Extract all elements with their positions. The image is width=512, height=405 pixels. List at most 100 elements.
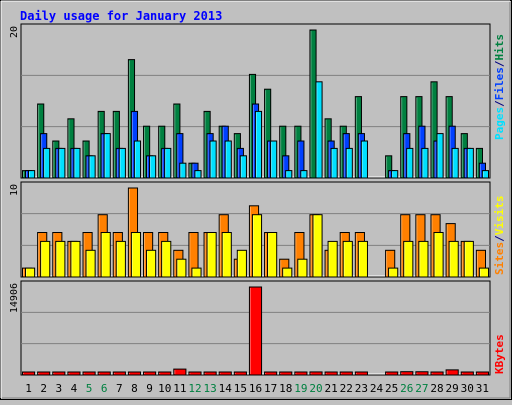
bar-kbytes-day-6	[97, 371, 111, 376]
bar-kbytes-day-1	[22, 371, 36, 376]
bar-pages-day-1	[28, 170, 36, 179]
x-tick-label-23: 23	[355, 382, 368, 395]
bar-sites-day-2	[40, 240, 51, 278]
bar-sites-day-23	[357, 240, 368, 278]
bar-sites-day-1	[25, 267, 36, 278]
bar-sites-day-18	[282, 267, 293, 278]
bar-kbytes-day-30	[460, 371, 474, 376]
bar-pages-day-20	[315, 81, 323, 179]
bar-kbytes-day-28	[430, 371, 444, 376]
legend-label-sites: Sites	[493, 242, 506, 275]
bar-sites-day-29	[448, 240, 459, 278]
bar-pages-day-14	[224, 140, 232, 179]
bar-sites-day-14	[221, 232, 232, 278]
bar-pages-day-9	[149, 155, 157, 179]
bar-pages-day-21	[330, 147, 338, 179]
legend-label-sep: /	[493, 235, 506, 242]
bar-kbytes-day-16	[248, 286, 263, 376]
bar-sites-day-5	[85, 249, 96, 278]
bar-kbytes-day-2	[37, 371, 51, 376]
legend-label-hits: Hits	[493, 34, 506, 61]
bar-sites-day-26	[403, 240, 414, 278]
x-tick-label-22: 22	[340, 382, 353, 395]
bar-kbytes-day-5	[82, 371, 96, 376]
x-tick-label-6: 6	[101, 382, 108, 395]
bar-pages-day-28	[436, 133, 444, 179]
x-tick-label-10: 10	[158, 382, 171, 395]
bar-pages-day-29	[451, 147, 459, 179]
bar-pages-day-10	[164, 147, 172, 179]
bar-pages-day-15	[239, 155, 247, 179]
x-tick-label-27: 27	[415, 382, 428, 395]
legend-label-group: Sites/Visits	[493, 196, 506, 276]
bar-kbytes-day-15	[233, 371, 247, 376]
bar-kbytes-day-11	[173, 368, 187, 376]
x-tick-label-20: 20	[309, 382, 322, 395]
x-tick-label-4: 4	[71, 382, 78, 395]
bar-kbytes-day-25	[385, 371, 399, 376]
bar-pages-day-3	[58, 147, 66, 179]
axis-max-label-hits: 20	[9, 26, 20, 38]
bar-sites-day-22	[342, 240, 353, 278]
bar-sites-day-9	[146, 249, 157, 278]
legend-label-sep: /	[493, 60, 506, 67]
bar-pages-day-25	[391, 170, 399, 179]
x-tick-label-3: 3	[56, 382, 63, 395]
bar-pages-day-2	[43, 147, 51, 179]
bar-kbytes-day-8	[127, 371, 142, 376]
bar-sites-day-30	[463, 240, 474, 278]
axis-max-label-kbytes: 14906	[9, 283, 20, 313]
x-tick-label-17: 17	[264, 382, 277, 395]
bar-sites-day-21	[327, 240, 338, 278]
x-tick-label-30: 30	[461, 382, 474, 395]
x-tick-label-2: 2	[40, 382, 47, 395]
bar-pages-day-5	[88, 155, 96, 179]
bar-sites-day-13	[206, 232, 217, 278]
x-tick-label-5: 5	[86, 382, 93, 395]
bar-kbytes-day-18	[279, 371, 293, 376]
bar-kbytes-day-31	[475, 371, 490, 376]
bar-sites-day-8	[130, 232, 142, 278]
bar-kbytes-day-10	[158, 371, 172, 376]
x-tick-label-21: 21	[325, 382, 338, 395]
legend-label-group: Pages/Files/Hits	[493, 34, 506, 140]
bar-sites-day-7	[115, 240, 126, 278]
x-tick-label-25: 25	[385, 382, 398, 395]
x-tick-label-14: 14	[219, 382, 233, 395]
bar-sites-day-6	[100, 232, 111, 278]
legend-label-files: Files	[493, 67, 506, 100]
bar-sites-day-19	[297, 258, 308, 278]
bar-pages-day-19	[300, 170, 308, 179]
bar-sites-day-11	[176, 258, 187, 278]
x-tick-label-19: 19	[294, 382, 307, 395]
bar-kbytes-day-23	[354, 371, 368, 376]
x-tick-label-7: 7	[116, 382, 123, 395]
bar-sites-day-12	[191, 267, 202, 278]
bar-kbytes-day-4	[67, 371, 81, 376]
x-tick-label-29: 29	[446, 382, 459, 395]
bar-kbytes-day-9	[143, 371, 157, 376]
bar-kbytes-day-17	[264, 371, 278, 376]
x-tick-label-18: 18	[279, 382, 292, 395]
bar-sites-day-27	[418, 240, 429, 278]
bar-kbytes-day-27	[415, 371, 429, 376]
bar-sites-day-17	[267, 232, 278, 278]
bar-kbytes-day-19	[294, 371, 308, 376]
x-tick-label-1: 1	[25, 382, 32, 395]
x-tick-label-15: 15	[234, 382, 247, 395]
bar-kbytes-day-13	[203, 371, 217, 376]
x-tick-label-8: 8	[131, 382, 138, 395]
bar-kbytes-day-29	[445, 369, 459, 376]
bar-pages-day-13	[209, 140, 217, 179]
legend-label-pages: Pages	[493, 107, 506, 140]
bar-pages-day-18	[285, 170, 293, 179]
bar-sites-day-20	[312, 214, 323, 278]
axis-max-label-visits: 10	[9, 184, 20, 196]
x-tick-label-24: 24	[370, 382, 384, 395]
bar-kbytes-day-3	[52, 371, 66, 376]
legend-label-kbytes: KBytes	[493, 334, 506, 374]
chart-title: Daily usage for January 2013	[20, 9, 222, 23]
bar-pages-day-8	[133, 140, 142, 179]
bar-kbytes-day-12	[188, 371, 202, 376]
